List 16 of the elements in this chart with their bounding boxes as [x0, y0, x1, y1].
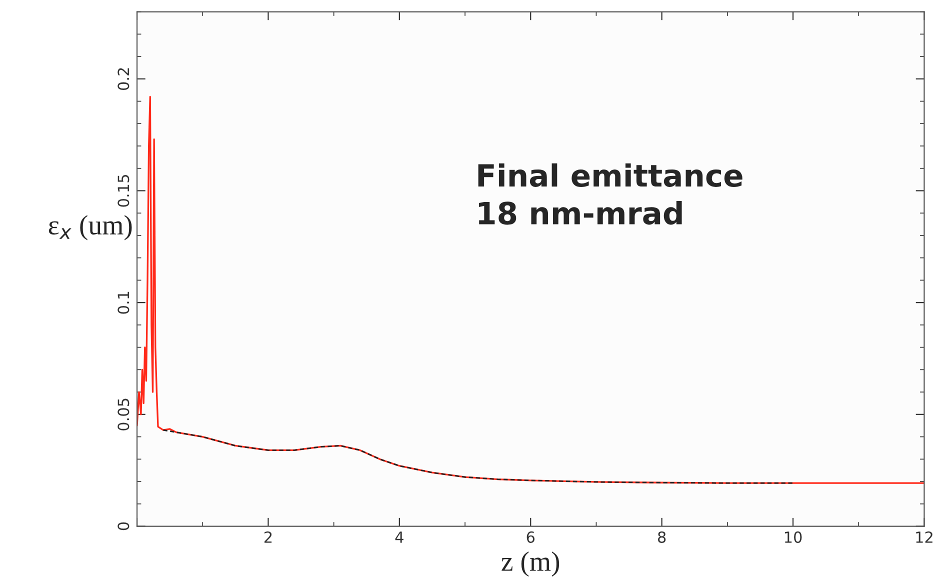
x-tick-label: 8 [658, 531, 666, 543]
x-tick-label: 12 [916, 531, 932, 543]
y-tick-label: 0.05 [118, 398, 130, 430]
y-axis-title: ε$_{x}$ (um) [48, 215, 132, 240]
y-tick-label: 0.2 [118, 68, 130, 90]
x-axis-title: z (m) [502, 551, 560, 577]
x-tick-label: 6 [526, 531, 535, 543]
x-tick-label: 2 [264, 531, 272, 543]
x-tick-label: 10 [784, 531, 802, 543]
y-tick-label: 0 [118, 522, 130, 530]
y-tick-label: 0.15 [118, 175, 130, 207]
line-series [162, 429, 794, 484]
line-series [137, 96, 924, 484]
x-tick-label: 4 [395, 532, 404, 543]
y-tick-label: 0.1 [118, 292, 130, 314]
annotation: Final emittance 18 nm-mrad [478, 163, 742, 225]
